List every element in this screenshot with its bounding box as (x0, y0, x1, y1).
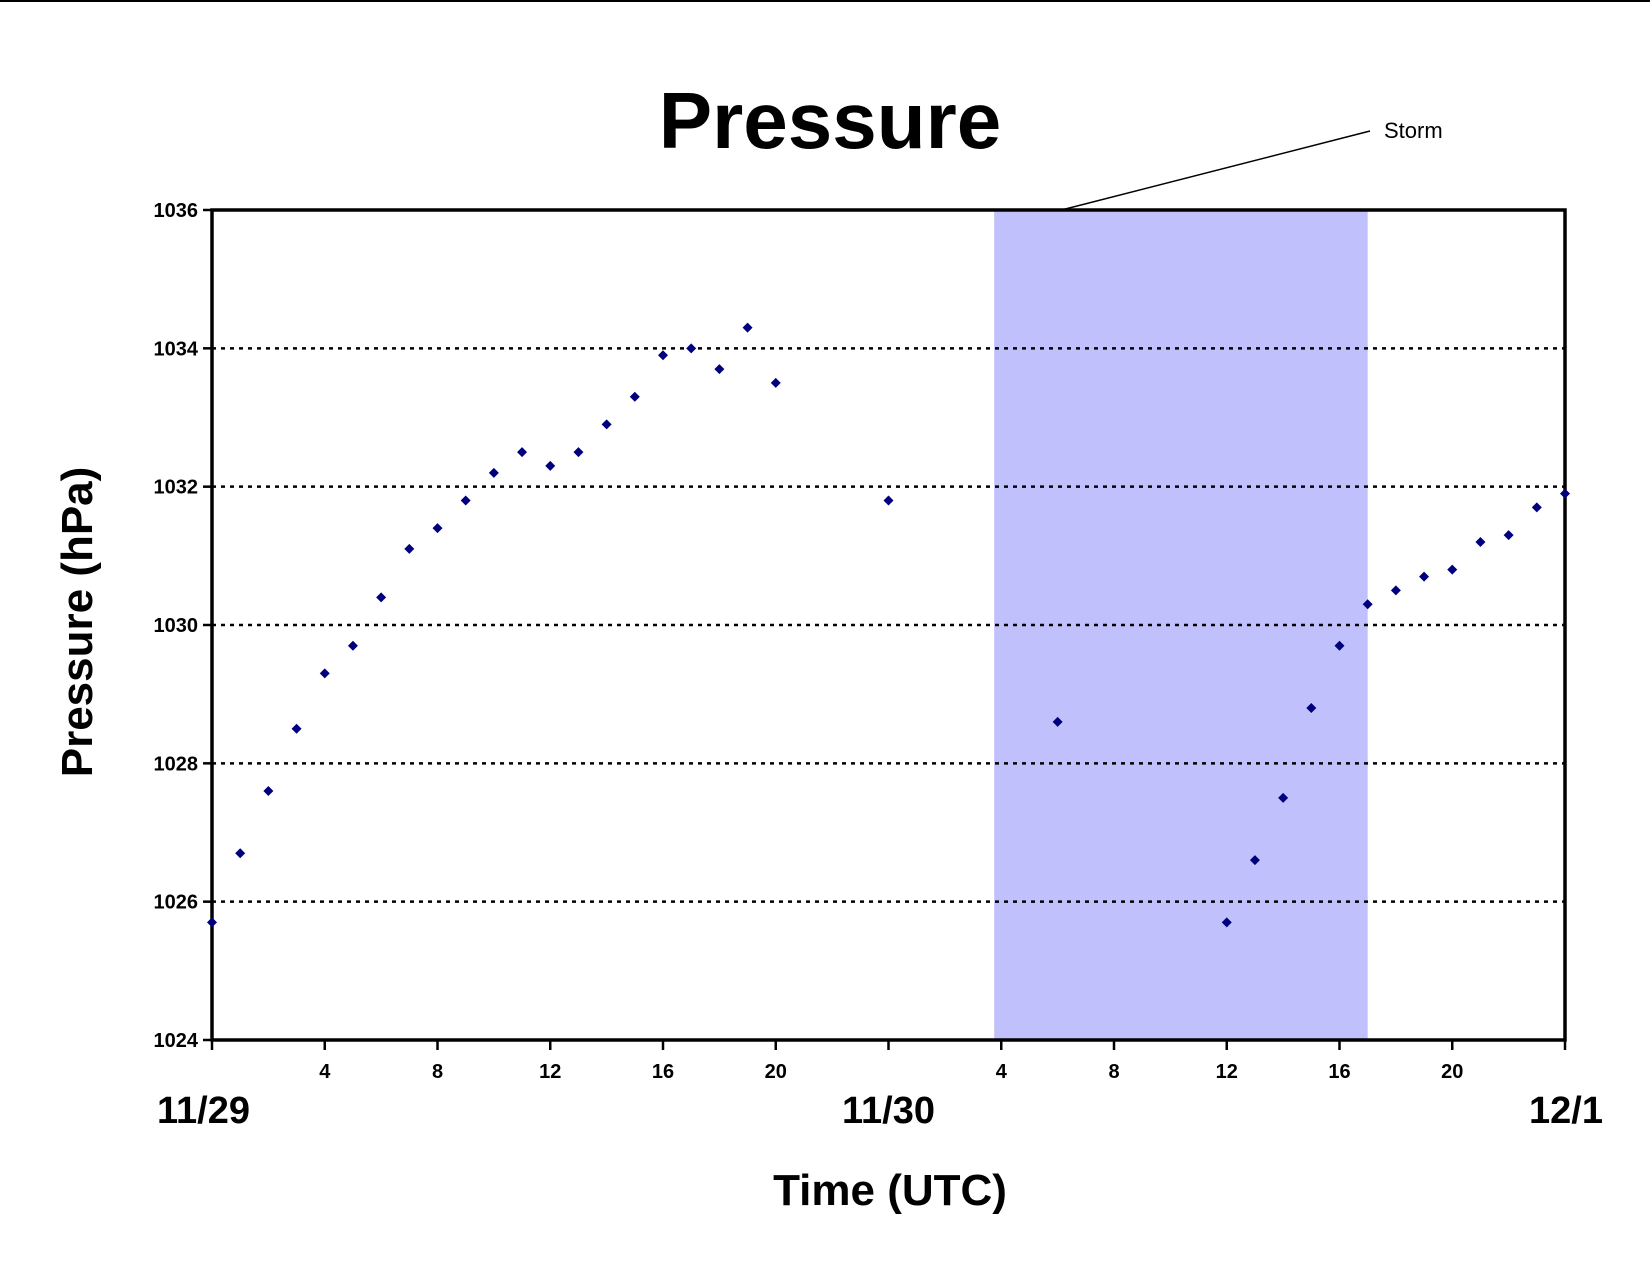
storm-leader-line (1061, 130, 1371, 211)
x-tick-label: 8 (432, 1061, 443, 1083)
data-point (319, 668, 330, 679)
x-date-label: 11/30 (842, 1090, 935, 1132)
x-date-label: 12/1 (1529, 1090, 1603, 1132)
data-point (545, 460, 556, 471)
data-point (658, 350, 668, 361)
annotation-layer: Storm (1061, 118, 1443, 211)
data-point (404, 543, 415, 554)
data-point (1221, 917, 1232, 928)
data-point (1475, 537, 1486, 547)
x-tick-label: 12 (539, 1061, 561, 1083)
chart-title: Pressure (659, 76, 1001, 165)
data-point (235, 848, 246, 859)
data-point (601, 419, 612, 430)
data-point (883, 495, 894, 506)
data-point (686, 343, 697, 354)
data-point (1531, 502, 1542, 513)
data-point (488, 467, 499, 478)
axes-layer (203, 208, 1567, 1050)
x-axis-label: Time (UTC) (773, 1166, 1007, 1215)
data-point (1447, 564, 1458, 575)
data-point (1278, 792, 1289, 803)
data-point (742, 322, 753, 333)
data-point (1306, 703, 1317, 713)
data-point (347, 640, 358, 651)
gridlines-layer (212, 347, 1565, 903)
data-point (1362, 599, 1373, 610)
data-point (291, 723, 302, 734)
y-tick-label: 1024 (154, 1030, 199, 1052)
storm-annotation: Storm (1384, 118, 1443, 143)
data-point (517, 447, 528, 458)
y-tick-label: 1034 (154, 338, 199, 360)
storm-region-layer (994, 210, 1368, 1040)
x-date-label: 11/29 (157, 1090, 250, 1132)
data-point (207, 917, 217, 928)
top-rule (0, 0, 1650, 2)
y-tick-label: 1036 (154, 200, 199, 222)
storm-shaded-region (994, 210, 1368, 1040)
x-tick-label: 12 (1216, 1061, 1238, 1083)
data-points-layer (207, 322, 1570, 928)
data-point (1419, 571, 1430, 582)
x-tick-label: 20 (1441, 1061, 1463, 1083)
data-point (573, 447, 584, 458)
data-point (1249, 855, 1260, 866)
data-point (1560, 488, 1570, 499)
y-tick-label: 1028 (154, 753, 199, 775)
data-point (432, 523, 443, 534)
x-tick-label: 16 (1328, 1061, 1350, 1083)
data-point (460, 495, 471, 506)
y-tick-label: 1026 (154, 892, 199, 914)
data-point (1052, 716, 1063, 727)
data-point (714, 364, 725, 375)
data-point (629, 391, 640, 402)
data-point (770, 377, 781, 388)
x-tick-label: 4 (319, 1061, 331, 1083)
x-tick-label: 8 (1108, 1061, 1119, 1083)
data-point (376, 592, 387, 603)
data-point (263, 786, 274, 796)
x-tick-label: 4 (996, 1061, 1008, 1083)
y-tick-label: 1032 (154, 477, 199, 499)
y-tick-label: 1030 (154, 615, 199, 637)
data-point (1503, 530, 1514, 541)
x-tick-label: 20 (765, 1061, 787, 1083)
tick-labels-layer: 1024 1026 1028 1030 1032 1034 1036 4 8 12 16 20 4 8 12… (154, 200, 1604, 1132)
data-point (1334, 640, 1345, 651)
data-point (1390, 585, 1401, 596)
y-axis-label: Pressure (hPa) (53, 467, 102, 778)
x-tick-label: 16 (652, 1061, 674, 1083)
